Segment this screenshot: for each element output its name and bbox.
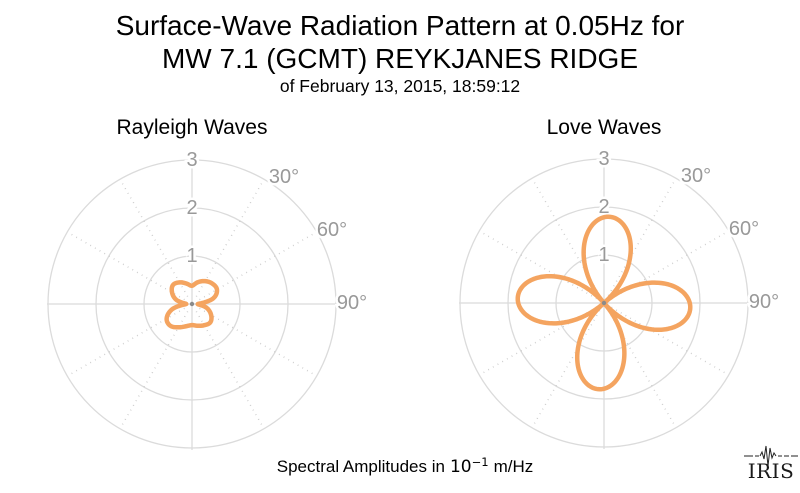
love-radiation-curve (515, 214, 693, 392)
seismogram-trace-icon (744, 445, 798, 467)
dotted-gridline-30deg (195, 179, 265, 297)
radial-tick-label-1: 1 (186, 245, 197, 267)
dotted-gridline-300deg (67, 231, 185, 301)
polar-center-dot (189, 301, 195, 307)
caption-prefix: Spectral Amplitudes in (276, 457, 445, 476)
dotted-gridline-120deg (611, 306, 729, 376)
dotted-gridline-30deg (607, 178, 677, 296)
dotted-gridline-150deg (195, 311, 265, 429)
rayleigh-polar-plot: 30° 60° 90° 1 2 3 (47, 147, 370, 450)
caption-power-of-ten: 10−1 (449, 455, 489, 477)
radial-tick-label-3: 3 (598, 148, 609, 170)
radial-tick-label-2: 2 (598, 196, 609, 218)
angle-tick-label-90: 90° (337, 292, 367, 314)
radial-tick-label-1: 1 (598, 244, 609, 266)
caption-units: m/Hz (493, 457, 534, 476)
iris-logo: IRIS (744, 445, 798, 483)
radial-tick-label-3: 3 (186, 149, 197, 171)
amplitude-units-caption: Spectral Amplitudes in 10−1 m/Hz (0, 451, 800, 478)
angle-tick-label-30: 30° (681, 165, 711, 187)
figure-title-line1: Surface-Wave Radiation Pattern at 0.05Hz… (115, 10, 685, 41)
angle-tick-label-30: 30° (269, 166, 299, 188)
dotted-gridline-210deg (531, 310, 601, 428)
iris-logo-text: IRIS (748, 459, 795, 483)
dotted-gridline-210deg (119, 311, 189, 429)
love-plot-title: Love Waves (546, 116, 662, 139)
radial-tick-label-2: 2 (186, 197, 197, 219)
rayleigh-plot-title: Rayleigh Waves (116, 116, 268, 139)
figure-title-line2: MW 7.1 (GCMT) REYKJANES RIDGE (161, 43, 639, 74)
dotted-gridline-120deg (199, 307, 317, 377)
love-polar-plot: 30° 60° 90° 1 2 3 (459, 146, 782, 449)
angle-tick-label-90: 90° (749, 291, 779, 313)
dotted-gridline-300deg (479, 230, 597, 300)
angle-tick-label-60: 60° (729, 218, 759, 240)
rayleigh-radiation-curve (164, 278, 220, 330)
dotted-gridline-330deg (119, 179, 189, 297)
angle-tick-label-60: 60° (317, 219, 347, 241)
polar-center-dot (601, 300, 607, 306)
figure-subtitle-datetime: of February 13, 2015, 18:59:12 (279, 76, 521, 96)
